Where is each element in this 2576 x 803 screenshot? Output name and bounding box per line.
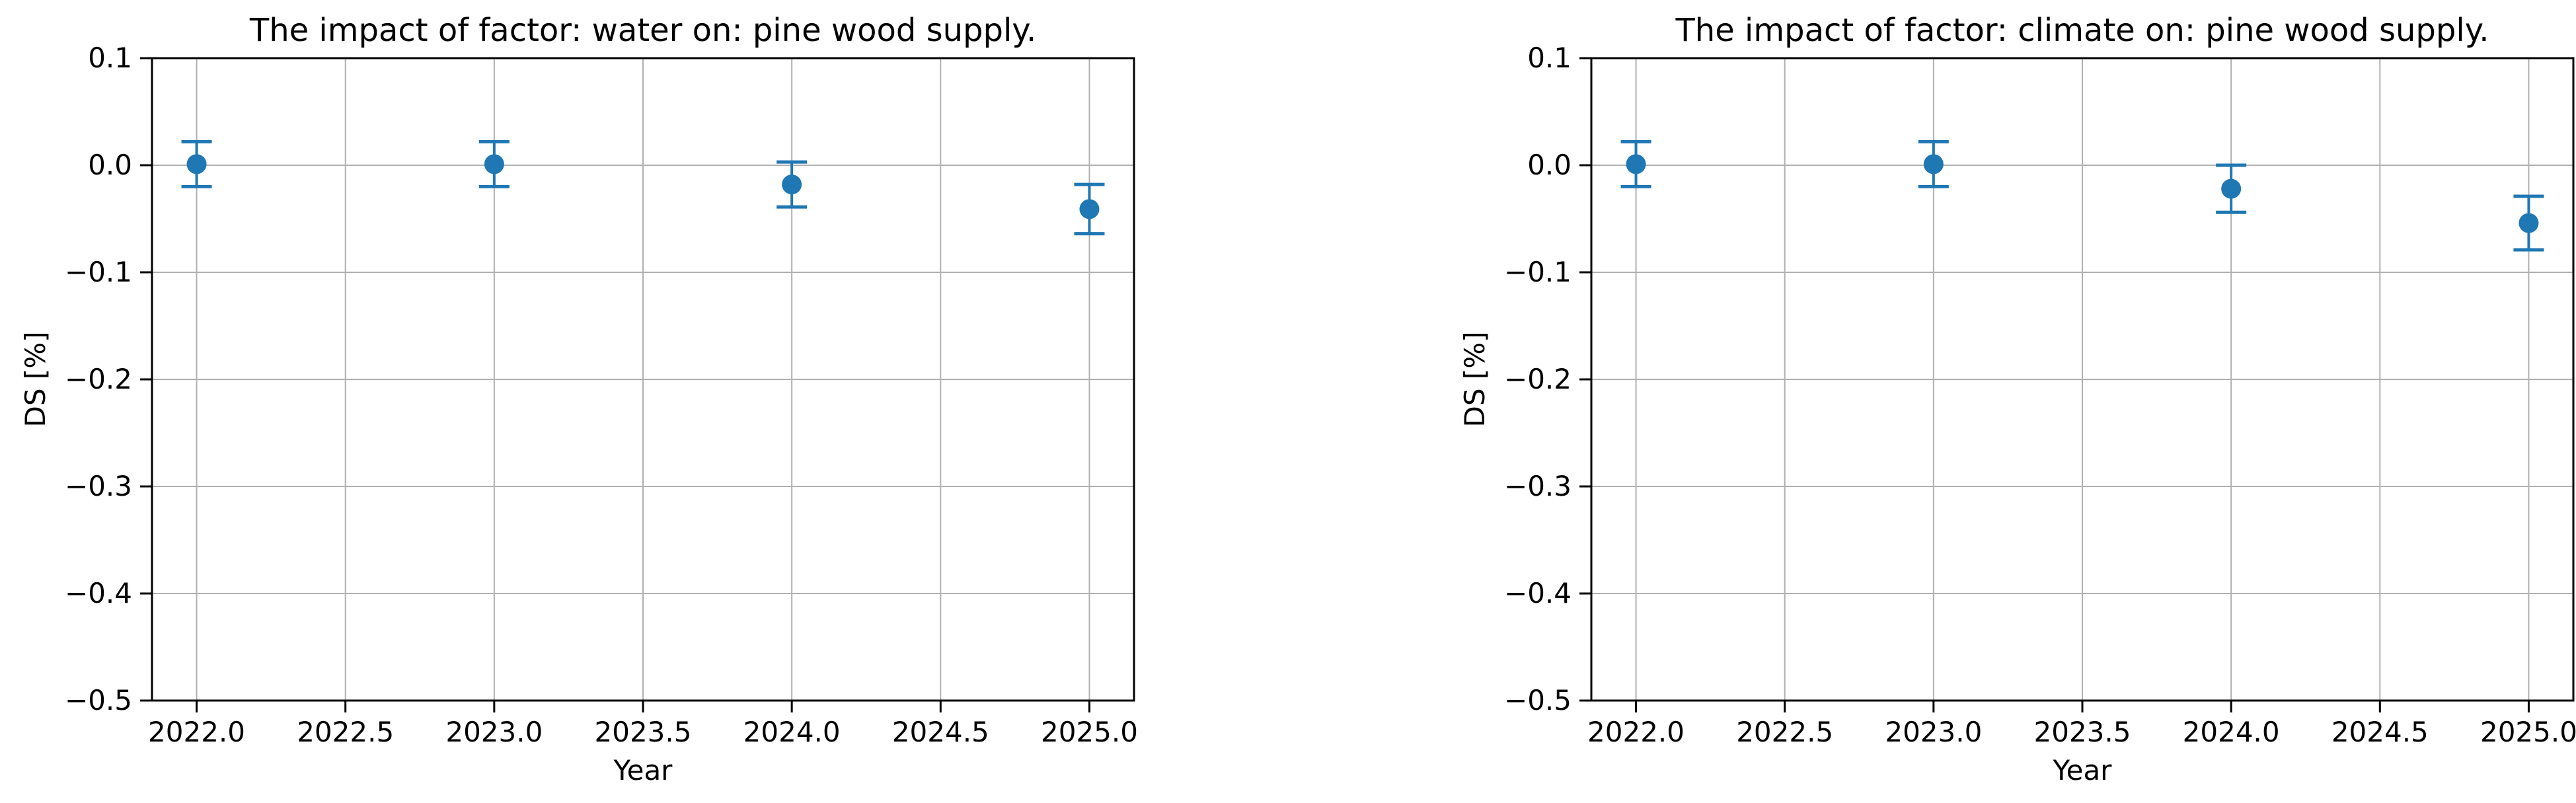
chart-climate-impact-svg: 2022.0 2022.5 2023.0 2023.5 2024.0 2024.5 2025… [1458, 12, 2576, 786]
y-tick-label: −0.3 [65, 470, 132, 502]
y-tick-label: −0.2 [1504, 363, 1572, 395]
chart-water-impact-svg: 2022.0 2022.5 2023.0 2023.5 2024.0 2024.5 2025… [19, 12, 1138, 786]
x-tick-label: 2025.0 [2480, 716, 2576, 748]
y-tick-label: −0.3 [1504, 470, 1572, 502]
data-point-marker [2519, 213, 2539, 233]
data-point-marker [484, 154, 504, 174]
y-tick-label: −0.4 [1504, 577, 1572, 609]
y-axis-label: DS [%] [19, 331, 52, 427]
data-point-marker [1079, 199, 1100, 219]
x-tick-label: 2022.0 [148, 716, 245, 748]
data-point-marker [1626, 154, 1646, 174]
x-tick-label: 2022.5 [297, 716, 394, 748]
chart-water-impact: 2022.0 2022.5 2023.0 2023.5 2024.0 2024.5 2025… [19, 12, 1138, 786]
y-tick-label: −0.1 [1504, 256, 1572, 288]
plot-spines [151, 57, 1135, 702]
x-tick-label: 2024.5 [892, 716, 989, 748]
chart-title: The impact of factor: climate on: pine w… [1675, 12, 2489, 49]
x-tick-label: 2023.5 [2034, 716, 2131, 748]
y-tick-label: −0.4 [65, 577, 132, 609]
y-axis-label: DS [%] [1458, 331, 1491, 427]
x-tick-label: 2023.5 [595, 716, 692, 748]
chart-climate-impact: 2022.0 2022.5 2023.0 2023.5 2024.0 2024.5 2025… [1288, 0, 2576, 803]
x-tick-label: 2025.0 [1041, 716, 1138, 748]
data-point-marker [2221, 178, 2242, 199]
y-tick-label: −0.5 [1504, 684, 1572, 716]
y-tick-label: −0.1 [65, 256, 132, 288]
chart-title: The impact of factor: water on: pine woo… [249, 12, 1036, 49]
data-point-marker [782, 174, 802, 195]
y-tick-label: 0.0 [1527, 149, 1572, 181]
y-tick-label: 0.1 [88, 42, 132, 74]
y-tick-label: 0.1 [1527, 42, 1572, 74]
x-axis-label: Year [613, 754, 673, 786]
x-tick-label: 2024.5 [2331, 716, 2429, 748]
x-tick-label: 2024.0 [2183, 716, 2280, 748]
plot-spines [1590, 57, 2575, 702]
x-tick-label: 2023.0 [1885, 716, 1982, 748]
x-tick-label: 2024.0 [743, 716, 841, 748]
y-tick-label: −0.2 [65, 363, 132, 395]
data-point-marker [1923, 154, 1944, 174]
x-tick-label: 2022.5 [1736, 716, 1833, 748]
y-tick-label: −0.5 [65, 684, 132, 716]
data-point-marker [186, 154, 207, 174]
x-axis-label: Year [2053, 754, 2113, 786]
x-tick-label: 2023.0 [445, 716, 543, 748]
y-tick-label: 0.0 [88, 149, 132, 181]
x-tick-label: 2022.0 [1587, 716, 1685, 748]
